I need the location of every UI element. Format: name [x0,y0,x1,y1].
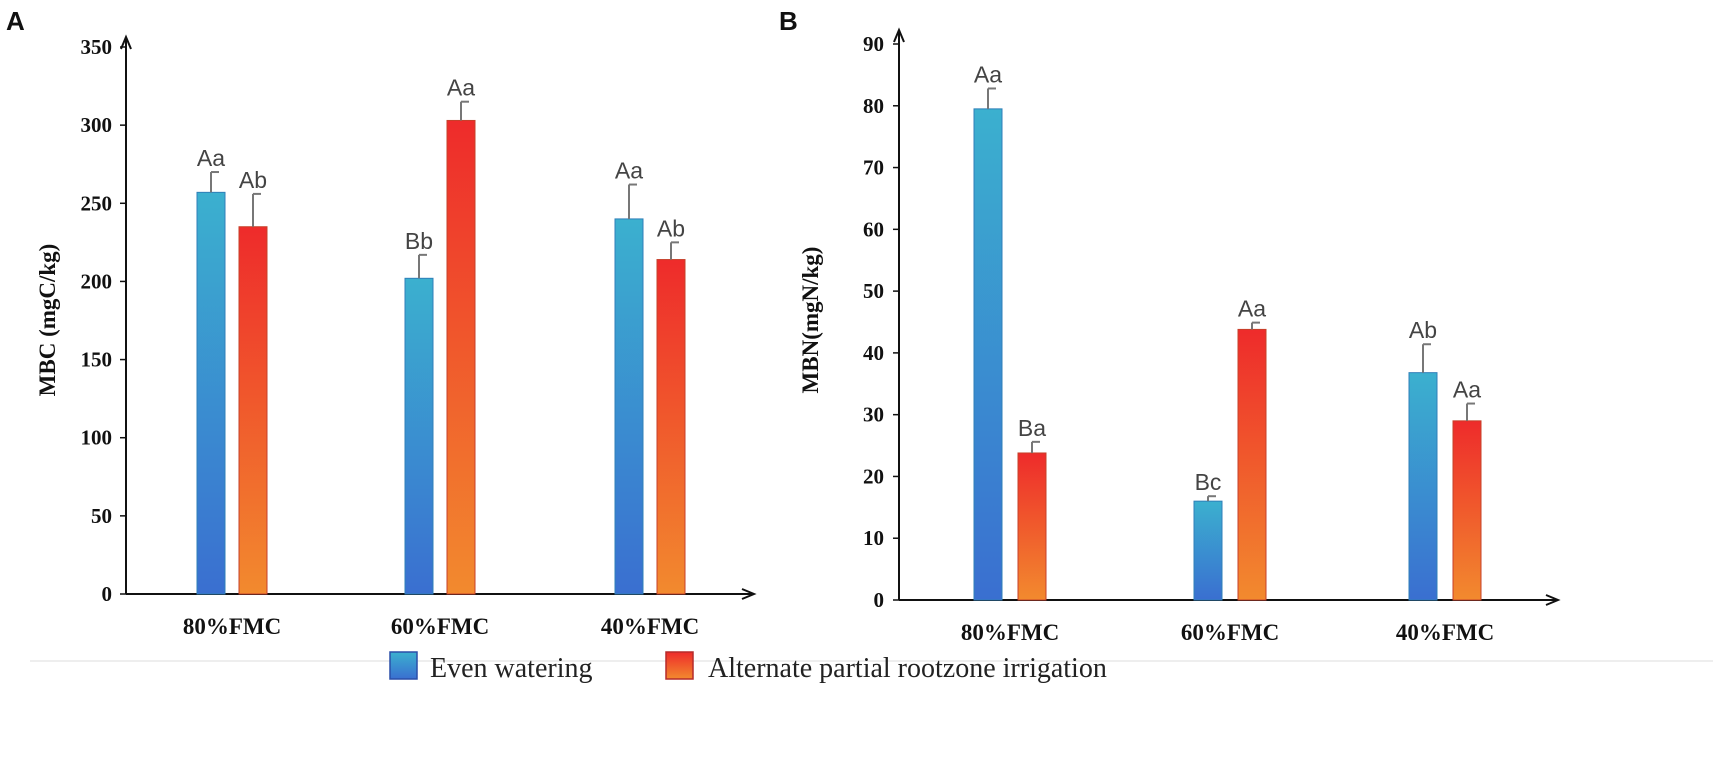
bar-even-watering [1193,500,1223,601]
y-tick-label: 0 [874,588,885,612]
x-axis-arrow [1545,594,1561,606]
legend-label-alternate-irrigation: Alternate partial rootzone irrigation [708,653,1107,684]
x-tick-label: 40%FMC [601,614,699,639]
y-tick-label: 70 [863,156,884,180]
x-tick-label: 40%FMC [1396,620,1494,645]
y-tick-label: 90 [863,32,884,56]
significance-label: Ab [1409,317,1437,343]
x-tick-label: 60%FMC [1181,620,1279,645]
y-tick-label: 50 [91,504,112,528]
bar-even-watering [196,191,226,595]
y-tick-label: 200 [81,269,113,293]
y-tick-label: 50 [863,279,884,303]
panel-b: B MBN(mgN/kg) 0 10 20 30 40 50 60 70 80 90 80%FMC 6… [779,6,1561,645]
x-axis-arrow [741,588,757,600]
plot-area-a: 0 50 100 150 200 250 300 350 80%FMC 60%FMC 40%FMC A… [81,34,757,639]
panel-a: A MBC (mgC/kg) 0 50 100 150 200 250 300 350 80%F… [6,6,757,639]
legend-swatch-even-watering [389,651,418,680]
y-tick-label: 0 [102,582,113,606]
bar-even-watering [1408,372,1438,601]
y-tick-label: 250 [81,191,113,215]
bar-alternate-irrigation [1452,420,1482,601]
plot-area-b: 0 10 20 30 40 50 60 70 80 90 80%FMC 60%FMC 40%FMC Aa B… [863,27,1561,645]
legend-swatch-alternate-irrigation [665,651,694,680]
significance-label: Aa [447,75,475,101]
y-tick-label: 350 [81,35,113,59]
bar-even-watering [973,108,1003,601]
y-tick-label: 150 [81,348,113,372]
legend: Even watering Alternate partial rootzone… [389,651,1107,684]
y-tick-label: 80 [863,94,884,118]
y-tick-label: 60 [863,217,884,241]
bar-even-watering [404,277,434,595]
x-tick-label: 60%FMC [391,614,489,639]
y-tick-label: 100 [81,426,113,450]
bar-alternate-irrigation [238,226,268,595]
significance-label: Ab [657,215,685,241]
y-tick-label: 20 [863,464,884,488]
y-axis-arrow [120,34,132,50]
y-axis-label-a: MBC (mgC/kg) [35,244,60,397]
significance-label: Aa [1453,377,1481,403]
significance-label: Aa [974,61,1002,87]
bar-alternate-irrigation [1017,452,1047,601]
bar-even-watering [614,218,644,595]
y-tick-label: 30 [863,403,884,427]
significance-label: Bb [405,228,433,254]
x-tick-label: 80%FMC [961,620,1059,645]
legend-label-even-watering: Even watering [430,653,593,684]
significance-label: Bc [1195,469,1222,495]
y-axis-arrow [893,27,905,43]
x-tick-label: 80%FMC [183,614,281,639]
significance-label: Ab [239,167,267,193]
y-tick-label: 300 [81,113,113,137]
bar-alternate-irrigation [656,259,686,595]
panel-label-a: A [6,6,25,36]
y-axis-label-b: MBN(mgN/kg) [798,247,823,394]
significance-label: Ba [1018,415,1046,441]
y-tick-label: 10 [863,526,884,550]
significance-label: Aa [197,145,225,171]
significance-label: Aa [615,158,643,184]
panel-label-b: B [779,6,798,36]
bar-alternate-irrigation [446,119,476,595]
bar-alternate-irrigation [1237,328,1267,601]
significance-label: Aa [1238,296,1266,322]
y-tick-label: 40 [863,341,884,365]
